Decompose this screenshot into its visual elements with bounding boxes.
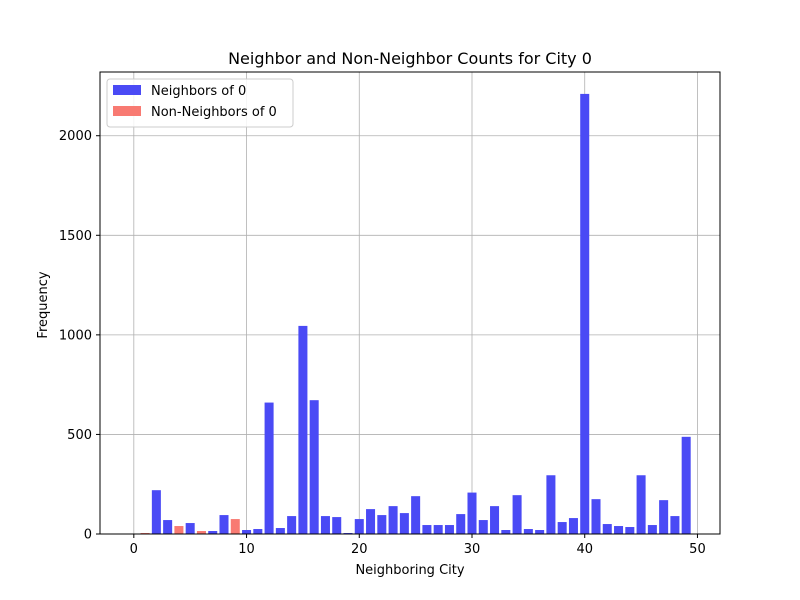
bar-neighbor bbox=[580, 93, 590, 534]
y-tick-label: 2000 bbox=[59, 129, 92, 144]
bar-neighbor bbox=[275, 528, 285, 534]
legend-label-non-neighbors: Non-Neighbors of 0 bbox=[151, 105, 277, 120]
bar-neighbor bbox=[151, 490, 161, 534]
bar-neighbor bbox=[591, 499, 601, 534]
y-axis-label: Frequency bbox=[36, 271, 51, 338]
bar-neighbor bbox=[399, 513, 409, 534]
bar-neighbor bbox=[681, 436, 691, 534]
legend-label-neighbors: Neighbors of 0 bbox=[151, 84, 246, 99]
bar-non-neighbor bbox=[196, 531, 206, 534]
bar-neighbor bbox=[467, 492, 477, 534]
bar-neighbor bbox=[456, 514, 466, 534]
bar-neighbor bbox=[546, 475, 556, 534]
bar-neighbor bbox=[208, 531, 218, 534]
bar-neighbor bbox=[602, 524, 612, 534]
bar-neighbor bbox=[670, 516, 680, 534]
x-axis-label: Neighboring City bbox=[355, 563, 464, 578]
chart-title: Neighbor and Non-Neighbor Counts for Cit… bbox=[228, 49, 592, 68]
bar-neighbor bbox=[433, 525, 443, 534]
bar-neighbor bbox=[354, 519, 364, 534]
bar-neighbor bbox=[264, 402, 274, 534]
grid bbox=[100, 72, 720, 535]
x-axis-ticks: 0 10 20 30 40 50 bbox=[130, 534, 706, 557]
bar-neighbor bbox=[377, 515, 387, 534]
bar-neighbor bbox=[332, 517, 342, 534]
bar-neighbor bbox=[411, 496, 421, 534]
plot-frame bbox=[99, 71, 721, 535]
bar-neighbor bbox=[253, 529, 263, 534]
bar-neighbor bbox=[535, 530, 545, 534]
y-tick-label: 1000 bbox=[59, 328, 92, 343]
bar-neighbor bbox=[287, 516, 297, 534]
bar-neighbor bbox=[242, 530, 252, 534]
y-tick-label: 0 bbox=[84, 528, 92, 543]
y-tick-label: 500 bbox=[67, 428, 92, 443]
bar-non-neighbor bbox=[230, 519, 240, 534]
bar-neighbor bbox=[478, 520, 488, 534]
x-tick-label: 0 bbox=[130, 542, 138, 557]
bar-neighbor bbox=[659, 500, 669, 534]
x-tick-label: 20 bbox=[351, 542, 368, 557]
x-tick-label: 40 bbox=[576, 542, 593, 557]
y-tick-label: 1500 bbox=[59, 229, 92, 244]
bar-neighbor bbox=[557, 522, 567, 534]
bar-neighbor bbox=[523, 529, 533, 534]
bar-neighbor bbox=[636, 475, 646, 534]
bar-neighbor bbox=[501, 530, 511, 534]
bar-neighbor bbox=[163, 520, 173, 534]
bar-neighbor bbox=[388, 506, 398, 534]
bar-neighbor bbox=[422, 525, 432, 534]
y-axis-ticks: 0 500 1000 1500 2000 bbox=[59, 129, 100, 543]
bar-non-neighbor bbox=[174, 526, 184, 534]
bar-neighbor bbox=[309, 400, 319, 534]
bar-neighbor bbox=[625, 527, 635, 534]
x-tick-label: 50 bbox=[689, 542, 706, 557]
bar-neighbor bbox=[298, 325, 308, 534]
bar-neighbor bbox=[512, 495, 522, 534]
legend-box bbox=[106, 78, 294, 128]
bar-neighbor bbox=[490, 506, 500, 534]
bar-neighbor bbox=[320, 516, 330, 534]
legend: Neighbors of 0 Non-Neighbors of 0 bbox=[106, 78, 294, 128]
bar-neighbor bbox=[185, 523, 195, 534]
bar-neighbor bbox=[444, 525, 454, 534]
bar-neighbor bbox=[366, 509, 376, 534]
bar-neighbor bbox=[614, 526, 624, 534]
bars bbox=[140, 93, 691, 534]
bar-neighbor bbox=[647, 525, 657, 534]
legend-swatch-non-neighbors bbox=[113, 106, 141, 116]
legend-swatch-neighbors bbox=[113, 85, 141, 95]
x-tick-label: 30 bbox=[464, 542, 481, 557]
bar-neighbor bbox=[219, 515, 229, 534]
x-tick-label: 10 bbox=[238, 542, 255, 557]
bar-neighbor bbox=[568, 518, 578, 534]
